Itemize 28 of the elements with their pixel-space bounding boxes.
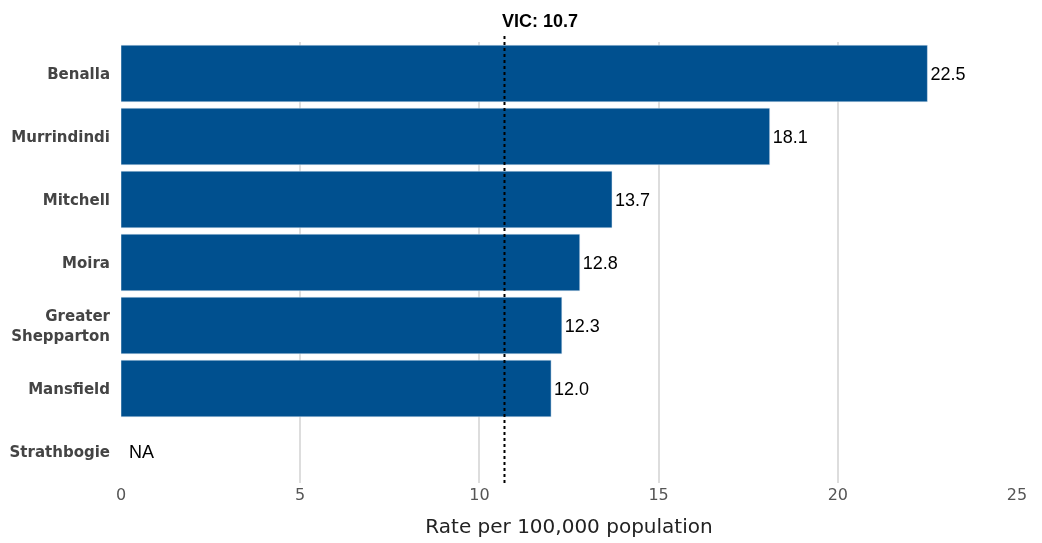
data-label: 12.3: [564, 315, 600, 336]
data-label: 12.8: [582, 252, 618, 273]
x-axis-title: Rate per 100,000 population: [425, 513, 713, 538]
x-tick-label: 0: [115, 485, 127, 504]
bar: [121, 359, 552, 418]
y-tick-label: Strathbogie: [9, 442, 110, 461]
data-label: 18.1: [772, 126, 808, 147]
y-tick-label: Greater Shepparton: [11, 307, 111, 345]
ref-line-label: VIC: 10.7: [502, 11, 579, 31]
data-label: 12.0: [554, 378, 590, 399]
y-tick-label: Mitchell: [42, 190, 110, 209]
bar: [121, 170, 613, 229]
bar: [121, 296, 563, 355]
x-tick-label: 5: [295, 485, 306, 504]
text: NA: [129, 442, 155, 462]
data-label: 13.7: [615, 189, 651, 210]
x-tick-label: 10: [469, 485, 490, 504]
bar: [121, 233, 580, 292]
x-tick-label: 15: [648, 485, 669, 504]
x-tick-label: 20: [827, 485, 848, 504]
y-tick-label: Murrindindi: [11, 127, 110, 146]
y-tick-label: Benalla: [47, 64, 110, 83]
data-label: 22.5: [930, 63, 966, 84]
x-tick-label: 25: [1006, 485, 1028, 504]
bar: [121, 107, 770, 166]
bar: [121, 44, 928, 103]
y-tick-label: Mansfield: [28, 379, 110, 398]
y-tick-label: Moira: [62, 253, 110, 272]
